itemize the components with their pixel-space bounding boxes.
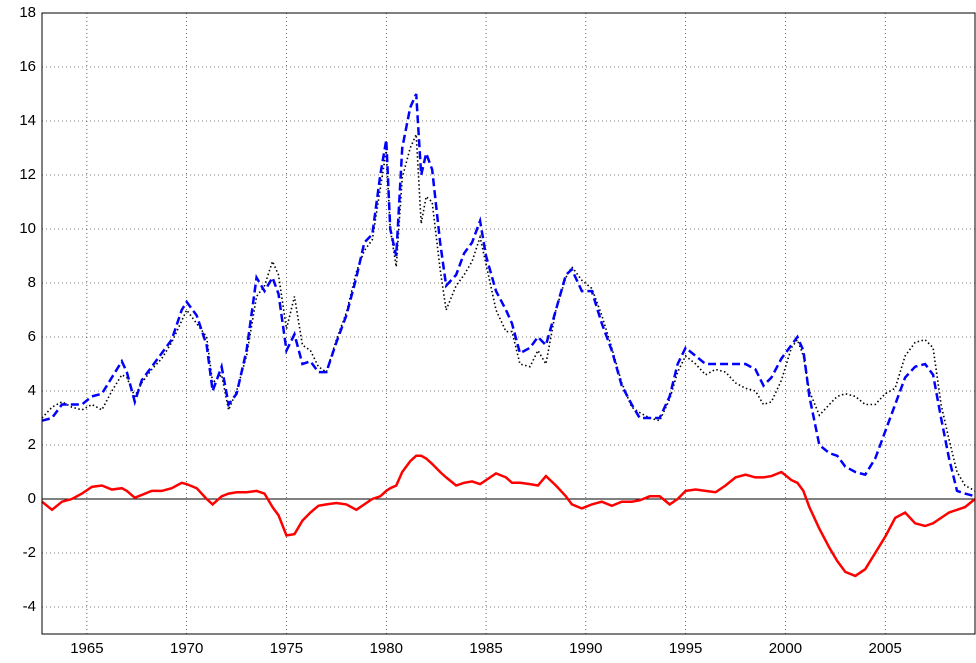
x-tick-label: 1985 (469, 640, 502, 657)
y-tick-label: 4 (28, 382, 36, 399)
plot-frame (41, 12, 976, 635)
y-tick-label: 10 (19, 220, 36, 237)
y-tick-label: -2 (23, 544, 36, 561)
x-tick-label: 2005 (869, 640, 902, 657)
y-tick-label: -4 (23, 598, 36, 615)
y-tick-label: 0 (28, 490, 36, 507)
x-tick-label: 1970 (170, 640, 203, 657)
series-line (41, 134, 976, 492)
y-tick-label: 12 (19, 166, 36, 183)
series-line (41, 454, 976, 578)
x-tick-label: 1990 (569, 640, 602, 657)
y-tick-label: 18 (19, 4, 36, 21)
x-tick-label: 1975 (270, 640, 303, 657)
x-tick-label: 1980 (370, 640, 403, 657)
series-line (41, 93, 976, 498)
y-tick-label: 8 (28, 274, 36, 291)
y-tick-label: 6 (28, 328, 36, 345)
y-tick-label: 2 (28, 436, 36, 453)
y-tick-label: 14 (19, 112, 36, 129)
x-tick-label: 2000 (769, 640, 802, 657)
x-tick-label: 1995 (669, 640, 702, 657)
y-tick-label: 16 (19, 58, 36, 75)
x-tick-label: 1965 (70, 640, 103, 657)
